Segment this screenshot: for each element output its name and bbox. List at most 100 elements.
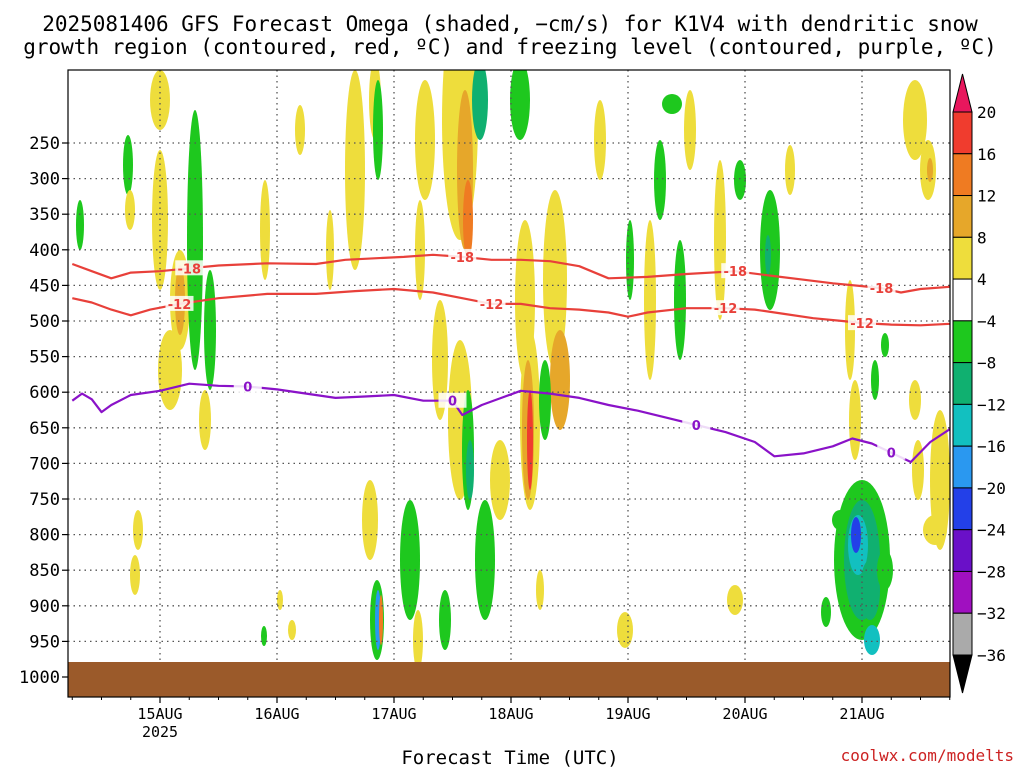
omega-shade-cell (187, 110, 203, 370)
omega-shade-cell (923, 515, 947, 545)
colorbar-swatch (952, 153, 973, 197)
contour-label: -18 (451, 251, 475, 266)
colorbar-swatch (952, 445, 973, 489)
colorbar-swatch (952, 362, 973, 405)
omega-shade-cell (543, 190, 567, 370)
y-tick-label: 950 (29, 632, 60, 652)
omega-shade-cell (527, 390, 533, 490)
omega-shade-cell (463, 180, 473, 260)
omega-shading (76, 70, 950, 750)
omega-shade-cell (644, 220, 656, 380)
colorbar-label: −8 (977, 354, 996, 373)
colorbar-label: 16 (977, 145, 996, 164)
omega-shade-cell (123, 135, 133, 195)
omega-shade-cell (400, 500, 420, 620)
omega-shade-cell (466, 440, 474, 500)
y-tick-label: 650 (29, 419, 60, 439)
contour-label: 0 (692, 419, 701, 434)
omega-shade-cell (912, 440, 924, 500)
x-tick-label: 20AUG (722, 705, 767, 723)
y-tick-label: 300 (29, 170, 60, 190)
colorbar-swatch (952, 403, 973, 447)
y-tick-label: 550 (29, 348, 60, 368)
contours: -18 -18 -18 -18 -12 -12 -12 -12 0 0 0 0 (71, 248, 950, 464)
colorbar-swatch (952, 570, 973, 614)
colorbar-label: 20 (977, 103, 996, 122)
contour-label-bg (165, 295, 194, 311)
credit-link[interactable]: coolwx.com/modelts (841, 746, 1014, 765)
omega-shade-cell (626, 220, 634, 300)
omega-shade-cell (133, 510, 143, 550)
colorbar-legend: 20 16 12 8 4 −4 −8 −12 −16 −20 −24 −28 −32 −36 (952, 73, 1006, 694)
omega-shade-cell (864, 625, 880, 655)
colorbar-bottom-arrow (952, 654, 973, 694)
y-tick-label: 750 (29, 490, 60, 510)
omega-shade-cell (821, 597, 831, 627)
omega-shade-cell (871, 360, 879, 400)
plot-area: -18 -18 -18 -18 -12 -12 -12 -12 0 0 0 0 (68, 70, 950, 750)
colorbar-top-arrow (952, 73, 973, 113)
omega-shade-cell (150, 70, 170, 130)
omega-shade-cell (714, 160, 726, 320)
omega-shade-cell (536, 570, 544, 610)
omega-shade-cell (345, 70, 365, 270)
omega-shade-cell (832, 510, 848, 530)
omega-shade-cell (362, 480, 378, 560)
contour-label: -12 (168, 298, 192, 313)
x-tick-sublabel: 2025 (142, 723, 178, 741)
contour-label: -18 (178, 262, 202, 277)
contour-label: -18 (724, 265, 748, 280)
omega-shade-cell (260, 180, 270, 280)
y-tick-label: 600 (29, 383, 60, 403)
omega-shade-cell (295, 105, 305, 155)
contour-label-bg (848, 315, 876, 331)
omega-shade-cell (158, 330, 182, 410)
omega-shade-cell (881, 333, 889, 357)
omega-shade-cell (261, 626, 267, 646)
omega-shade-cell (277, 590, 283, 610)
colorbar-swatch (952, 111, 973, 155)
contour-label-bg (682, 416, 711, 432)
colorbar-swatch (952, 278, 973, 322)
x-tick-label: 16AUG (254, 705, 299, 723)
colorbar-label: −4 (977, 312, 996, 331)
y-axis: 250 300 350 400 450 500 550 600 650 700 750 800 850 9… (19, 134, 68, 688)
colorbar-swatch (952, 320, 973, 364)
omega-shade-cell (909, 380, 921, 420)
omega-shade-cell (877, 550, 893, 590)
y-tick-label: 900 (29, 597, 60, 617)
omega-shade-cell (439, 590, 451, 650)
contour-label: 0 (887, 447, 896, 462)
omega-shade-cell (475, 500, 495, 620)
y-tick-label: 850 (29, 561, 60, 581)
colorbar-label: −28 (977, 562, 1006, 581)
omega-shade-cell (432, 300, 448, 420)
omega-shade-cell (785, 145, 795, 195)
chart-title-line1: 2025081406 GFS Forecast Omega (shaded, −… (42, 12, 978, 36)
contour-label-bg (877, 444, 906, 460)
contour-label-bg (867, 280, 896, 296)
chart-title-line2: growth region (contoured, red, ºC) and f… (23, 35, 997, 59)
contour-label: 0 (448, 395, 457, 410)
omega-shade-cell (860, 560, 880, 620)
contour-label-bg (448, 248, 477, 264)
contour-label: -12 (850, 317, 874, 332)
x-tick-label: 17AUG (371, 705, 416, 723)
colorbar-label: −20 (977, 479, 1006, 498)
y-tick-label: 350 (29, 205, 60, 225)
omega-shade-cell (654, 140, 666, 220)
colorbar-swatch (952, 236, 973, 280)
omega-shade-cell (674, 240, 686, 360)
omega-shade-cell (550, 330, 570, 430)
omega-shade-cell (734, 160, 746, 200)
omega-shade-cell (594, 100, 606, 180)
omega-shade-cell (413, 610, 423, 670)
colorbar-label: −32 (977, 604, 1006, 623)
contour-label-bg (711, 300, 740, 316)
omega-shade-cell (199, 390, 211, 450)
omega-shade-cell (927, 158, 933, 182)
freezing-level-contour (71, 382, 950, 464)
omega-shade-cell (105, 710, 115, 750)
